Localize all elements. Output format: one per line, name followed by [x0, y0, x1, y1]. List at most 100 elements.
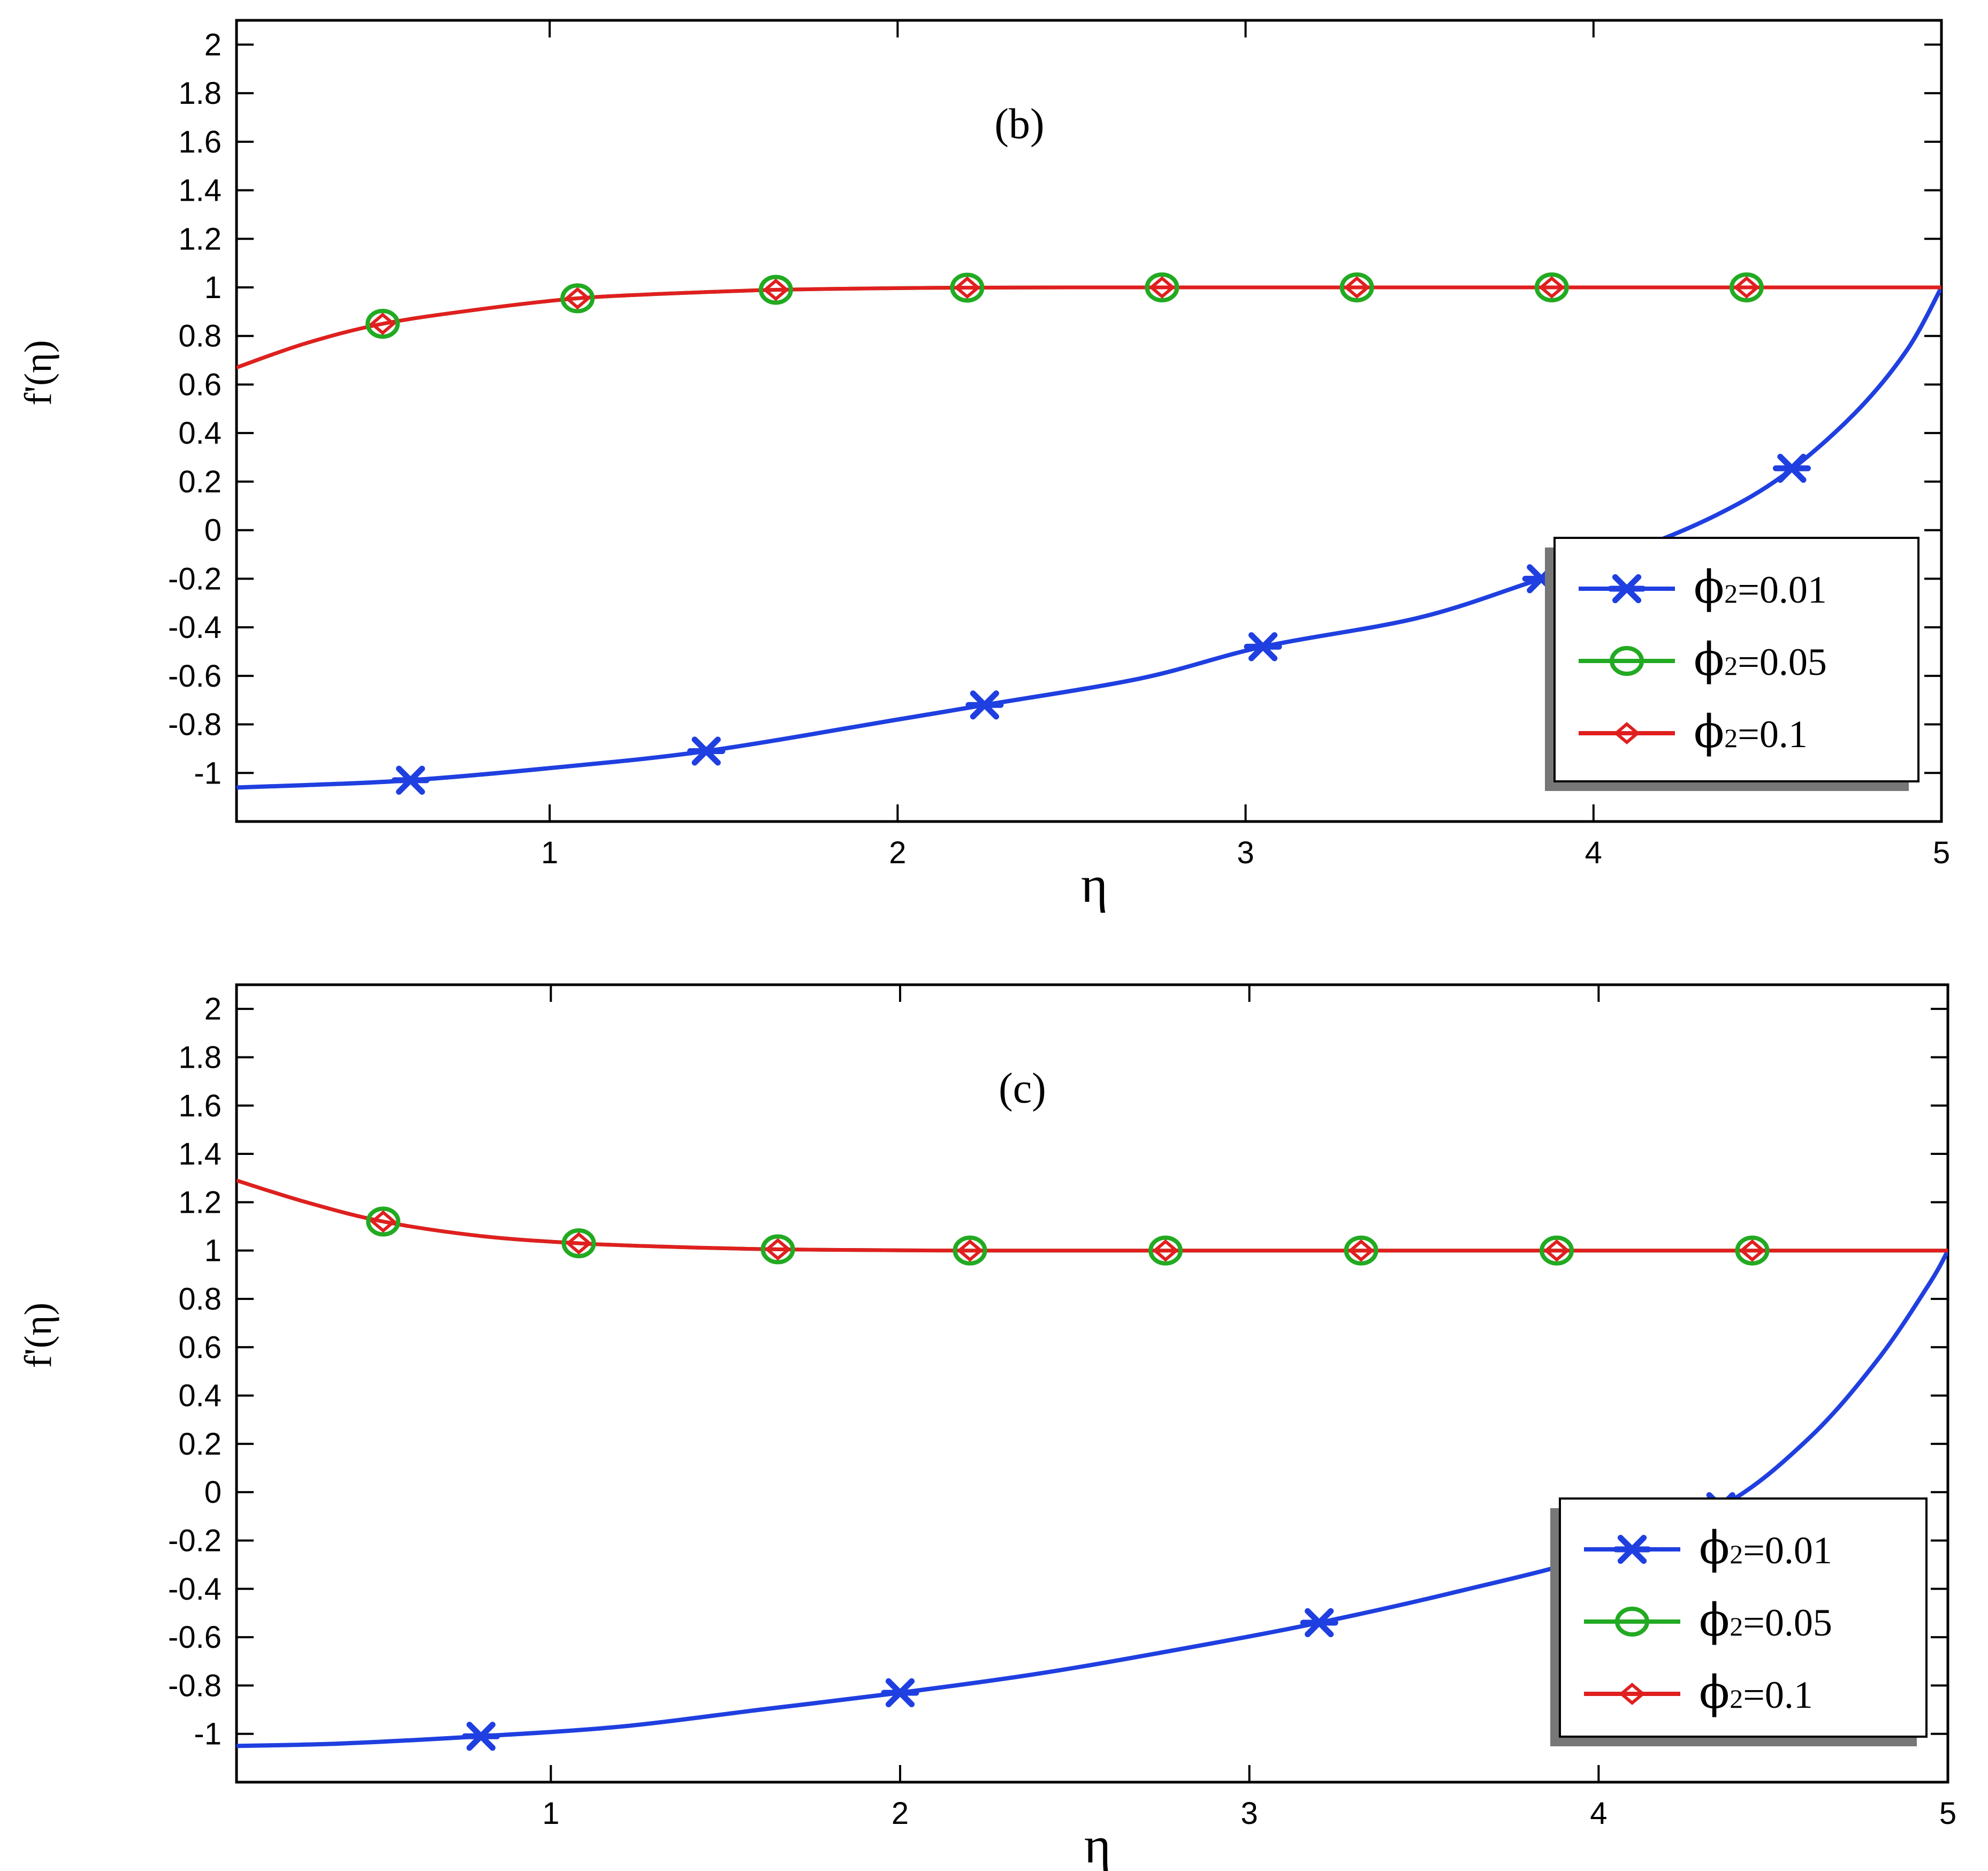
series-marker	[366, 1206, 401, 1237]
series-marker	[687, 736, 726, 766]
legend-swatch-marker	[1610, 646, 1644, 676]
legend-swatch-marker	[1619, 1683, 1646, 1705]
series-line	[237, 1178, 1948, 1253]
y-tick-label: 0.4	[178, 416, 222, 451]
plot-area-frame	[235, 19, 1943, 823]
series-marker	[763, 278, 789, 301]
chart-panel-b: -1 -0.8 -0.6 -0.4 -0.2 0 0.2 0.4 0.6 0.8 1 1.2 1.4 1.…	[17, 19, 1950, 913]
x-tick-label: 3	[1241, 1796, 1258, 1831]
y-tick-label: 1.4	[178, 1137, 222, 1172]
series-marker	[1300, 1608, 1338, 1638]
y-tick-label: -1	[194, 756, 222, 790]
series-marker	[965, 690, 1004, 720]
x-axis-label: η	[1084, 1816, 1111, 1871]
y-tick-label: 2	[204, 992, 222, 1026]
panel-label: (b)	[994, 101, 1044, 148]
plot-area-frame	[235, 983, 1949, 1784]
y-tick-label: -0.2	[168, 1523, 222, 1558]
legend-entry-label: ϕ2=0.1	[1694, 705, 1808, 758]
series-marker	[1339, 272, 1374, 302]
chart-panel-c: -1 -0.8 -0.6 -0.4 -0.2 0 0.2 0.4 0.6 0.8 1 1.2 1.4 1.…	[17, 983, 1956, 1871]
y-tick-label: 0.6	[178, 367, 222, 402]
y-axis-label: f'(η)	[17, 340, 59, 406]
x-tick-label: 1	[541, 835, 558, 870]
y-tick-label: 0.6	[178, 1330, 222, 1365]
series-marker	[1347, 1239, 1375, 1262]
series-marker	[560, 283, 595, 314]
legend-swatch-marker	[1615, 1607, 1649, 1637]
series-marker	[564, 287, 591, 310]
x-axis-label: η	[1081, 856, 1108, 913]
series-marker	[954, 276, 981, 299]
y-tick-label: -0.6	[168, 659, 222, 694]
y-tick-label: 0.8	[178, 1282, 222, 1317]
series-marker	[1543, 1239, 1570, 1262]
series-layer	[237, 1178, 1948, 1748]
x-tick-label: 3	[1237, 835, 1254, 870]
series-line	[237, 285, 1941, 370]
series-marker	[1729, 272, 1764, 302]
y-tick-label: 1.4	[178, 173, 222, 208]
series-marker	[956, 1239, 984, 1262]
series-marker	[1244, 632, 1282, 661]
series-line	[237, 1249, 1948, 1748]
series-marker	[1540, 1235, 1574, 1266]
series-marker	[1152, 1239, 1179, 1262]
series-marker	[370, 1210, 397, 1233]
y-tick-label: 0.2	[178, 465, 222, 499]
series-marker	[365, 309, 400, 339]
y-tick-label: 1.6	[178, 1089, 222, 1123]
series-marker	[1534, 272, 1569, 302]
y-axis-label: f'(η)	[17, 1303, 59, 1368]
series-marker	[391, 765, 430, 795]
series-marker	[1344, 1235, 1378, 1266]
x-tick-label: 2	[892, 1796, 909, 1831]
series-marker	[462, 1722, 500, 1751]
legend-swatch-marker	[1613, 1534, 1651, 1564]
x-tick-label: 5	[1933, 835, 1950, 870]
x-tick-label: 2	[889, 835, 906, 870]
y-tick-label: 1	[204, 1234, 222, 1268]
legend-entry-label: ϕ2=0.1	[1699, 1666, 1813, 1718]
y-tick-label: 1.2	[178, 222, 222, 256]
panel-label: (c)	[999, 1065, 1046, 1112]
y-tick-label: 0	[204, 513, 222, 548]
y-tick-label: 0	[204, 1475, 222, 1510]
y-tick-label: 2	[204, 27, 222, 62]
series-marker	[758, 275, 793, 305]
y-tick-label: 1.8	[178, 76, 222, 111]
legend-swatch-marker	[1613, 722, 1640, 744]
series-marker	[881, 1678, 919, 1708]
legend: ϕ2=0.01 ϕ2=0.05 ϕ2=0.1	[1545, 537, 1920, 791]
series-marker	[1148, 1235, 1183, 1266]
y-tick-label: 0.4	[178, 1379, 222, 1413]
series-marker	[1145, 272, 1179, 302]
series-marker	[561, 1228, 596, 1259]
series-marker	[1772, 453, 1811, 483]
series-marker	[1735, 1235, 1770, 1266]
y-tick-label: -0.4	[168, 1572, 222, 1607]
series-marker	[565, 1232, 592, 1255]
series-line	[237, 1178, 1948, 1253]
x-tick-label: 1	[542, 1796, 559, 1831]
series-marker	[760, 1234, 795, 1265]
y-tick-label: 1.6	[178, 125, 222, 159]
legend-entry-label: ϕ2=0.05	[1699, 1594, 1832, 1646]
legend-entry-label: ϕ2=0.01	[1699, 1522, 1832, 1574]
series-marker	[369, 313, 396, 335]
series-marker	[1739, 1239, 1766, 1262]
y-tick-label: 0.2	[178, 1427, 222, 1462]
y-tick-label: 1.8	[178, 1040, 222, 1075]
legend-entry-label: ϕ2=0.01	[1694, 561, 1827, 613]
series-marker	[764, 1238, 791, 1261]
series-marker	[1344, 276, 1370, 299]
series-marker	[1733, 276, 1760, 299]
series-marker	[1148, 276, 1176, 299]
y-tick-label: -0.2	[168, 561, 222, 596]
legend-swatch-marker	[1608, 574, 1646, 604]
y-tick-label: -0.8	[168, 1668, 222, 1703]
y-tick-label: 0.8	[178, 319, 222, 354]
y-tick-label: -0.6	[168, 1620, 222, 1655]
y-tick-label: -0.8	[168, 708, 222, 742]
